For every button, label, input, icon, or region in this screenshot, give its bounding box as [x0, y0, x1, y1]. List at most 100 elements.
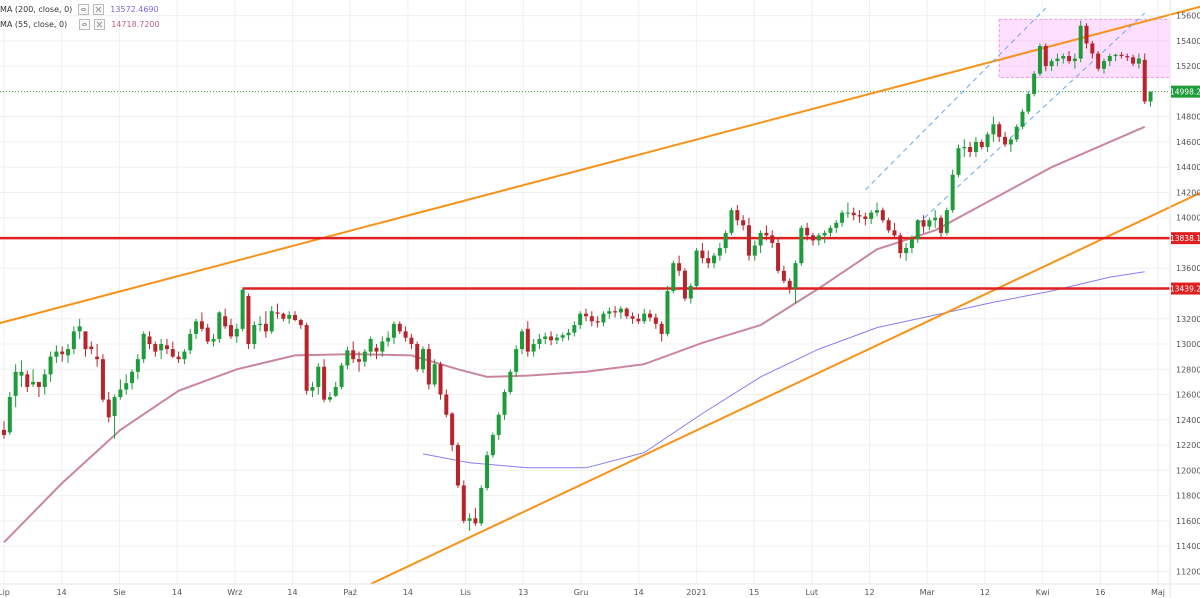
legend-row-ma200: MA (200, close, 0) 13572.4690: [0, 2, 160, 17]
candle-body: [595, 321, 600, 323]
candle-body: [485, 455, 490, 489]
candle-body: [1055, 58, 1060, 62]
grid: [0, 0, 1170, 584]
price-label-text: 13439.2: [1170, 285, 1200, 294]
y-tick-label: 13600.0: [1176, 264, 1200, 273]
candle-body: [682, 270, 687, 299]
y-tick-label: 12200.0: [1176, 441, 1200, 450]
candle-body: [31, 381, 36, 385]
candle-body: [380, 341, 385, 352]
indicator-legend: MA (200, close, 0) 13572.4690 MA (55, cl…: [0, 2, 160, 32]
candle-body: [810, 235, 815, 241]
candle-body: [1090, 43, 1095, 54]
candle-body: [764, 232, 769, 236]
candle-body: [822, 232, 827, 236]
price-label-text: 14998.2: [1170, 88, 1200, 97]
x-tick-label: 15: [749, 588, 759, 597]
legend-ma55-label: MA (55, close, 0): [0, 20, 68, 29]
candle-body: [787, 280, 792, 289]
candle-body: [164, 345, 169, 350]
candle-body: [479, 488, 484, 524]
candle-body: [968, 146, 973, 153]
candle-body: [199, 321, 204, 329]
candle-body: [374, 347, 379, 352]
x-tick-label: Sie: [113, 588, 125, 597]
candle-body: [979, 141, 984, 147]
candle-body: [892, 230, 897, 236]
candle-body: [828, 227, 833, 233]
candle-body: [514, 349, 519, 372]
candle-body: [1032, 73, 1037, 94]
candle-body: [613, 311, 618, 313]
candle-body: [327, 397, 332, 400]
candle-body: [618, 308, 623, 313]
candle-body: [956, 148, 961, 175]
candle-body: [223, 316, 228, 327]
candle-body: [857, 215, 862, 217]
candle-body: [263, 323, 268, 332]
candle-body: [566, 332, 571, 336]
y-tick-label: 14800.0: [1176, 113, 1200, 122]
candle-body: [869, 212, 874, 219]
candle-body: [438, 364, 443, 395]
price-axis[interactable]: 15600.0 15400.0 15200.0 14800.0 14600.0 14400…: [1169, 0, 1200, 598]
close-icon[interactable]: [93, 4, 105, 15]
candle-body: [403, 331, 408, 338]
candle-body: [845, 212, 850, 214]
candle-body: [42, 374, 47, 387]
candle-body: [933, 217, 938, 221]
candle-body: [962, 146, 967, 149]
drawing-lines[interactable]: [0, 3, 1200, 585]
candle-body: [25, 374, 30, 387]
candle-body: [694, 250, 699, 286]
eye-icon[interactable]: [79, 19, 91, 30]
candle-body: [735, 210, 740, 221]
candle-body: [1101, 61, 1106, 69]
candle-body: [473, 518, 478, 524]
y-tick-label: 12600.0: [1176, 391, 1200, 400]
x-tick-label: Paź: [343, 588, 357, 597]
candle-body: [19, 371, 24, 376]
candle-body: [141, 333, 146, 360]
candle-body: [415, 344, 420, 370]
trend-line: [370, 191, 1200, 585]
candle-body: [921, 220, 926, 227]
candle-body: [1125, 56, 1130, 58]
eye-icon[interactable]: [78, 4, 90, 15]
candle-body: [1084, 25, 1089, 44]
candle-body: [1131, 57, 1136, 64]
candle-body: [607, 311, 612, 314]
x-tick-label: Lut: [806, 588, 819, 597]
time-axis[interactable]: Lip 14 Sie 14 Wrz 14 Paź 14 Lis 13 Gru 14 2021 15 Lut 1…: [0, 583, 1200, 597]
ma-line: [422, 271, 1145, 469]
legend-row-ma55: MA (55, close, 0) 14718.7200: [0, 17, 160, 32]
legend-ma200-label: MA (200, close, 0): [0, 5, 73, 14]
candle-body: [543, 336, 548, 339]
candle-body: [642, 313, 647, 322]
trend-line: [917, 12, 1146, 225]
candle-body: [36, 381, 41, 387]
candle-body: [630, 316, 635, 319]
candle-body: [118, 389, 123, 398]
x-tick-label: Lip: [0, 588, 10, 597]
candle-body: [188, 333, 193, 351]
candle-body: [130, 371, 135, 384]
candle-body: [799, 227, 804, 264]
candle-body: [112, 397, 117, 417]
candle-body: [1037, 45, 1042, 74]
candle-body: [1020, 111, 1025, 127]
candle-body: [409, 337, 414, 345]
candle-body: [298, 320, 303, 326]
x-tick-label: 12: [864, 588, 874, 597]
x-tick-label: Kwi: [1036, 588, 1050, 597]
candle-body: [54, 351, 59, 357]
close-icon[interactable]: [94, 19, 106, 30]
candle-body: [240, 289, 245, 329]
x-tick-label: 14: [172, 588, 182, 597]
y-tick-label: 12400.0: [1176, 416, 1200, 425]
candle-body: [578, 313, 583, 326]
candle-body: [927, 220, 932, 227]
price-label-text: 13838.1: [1170, 234, 1200, 243]
candle-body: [357, 359, 362, 362]
